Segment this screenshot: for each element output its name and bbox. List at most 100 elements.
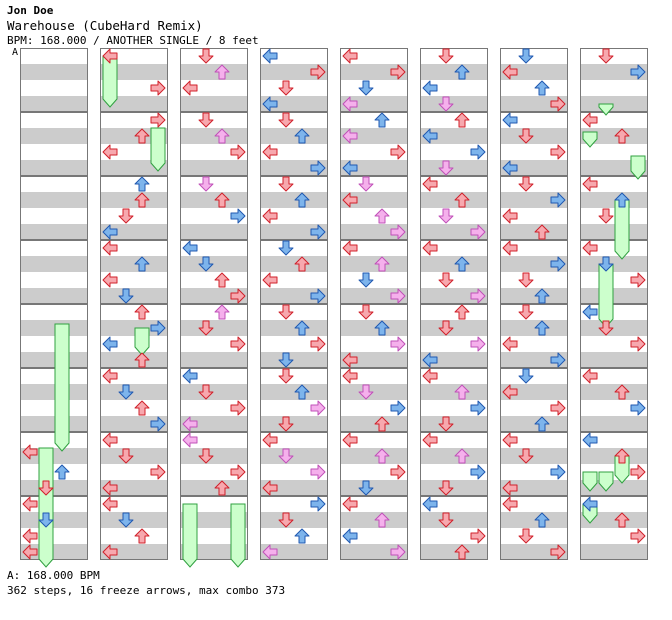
chart-column-4 <box>260 48 328 560</box>
step-arrow-right <box>150 80 166 96</box>
step-arrow-left <box>182 80 198 96</box>
measure-box <box>260 48 328 112</box>
step-arrow-up <box>614 384 630 400</box>
step-arrow-left <box>502 496 518 512</box>
step-arrow-up <box>134 528 150 544</box>
measure-box <box>420 432 488 496</box>
measure-box <box>580 432 648 496</box>
step-arrow-left <box>262 432 278 448</box>
step-arrow-down <box>278 240 294 256</box>
step-arrow-left <box>342 160 358 176</box>
step-arrow-down <box>518 176 534 192</box>
measure-box <box>180 240 248 304</box>
step-arrow-down <box>38 480 54 496</box>
step-arrow-right <box>550 352 566 368</box>
step-arrow-up <box>614 448 630 464</box>
step-arrow-right <box>630 400 646 416</box>
chart-column-1 <box>20 48 88 560</box>
step-arrow-down <box>118 448 134 464</box>
measure-box <box>420 240 488 304</box>
step-arrow-up <box>134 304 150 320</box>
step-arrow-left <box>502 208 518 224</box>
step-arrow-right <box>390 64 406 80</box>
step-arrow-up <box>294 528 310 544</box>
step-statistics: 362 steps, 16 freeze arrows, max combo 3… <box>7 584 286 597</box>
step-arrow-left <box>102 224 118 240</box>
step-arrow-up <box>534 320 550 336</box>
step-arrow-down <box>598 48 614 64</box>
step-arrow-left <box>342 240 358 256</box>
step-arrow-left <box>502 432 518 448</box>
step-arrow-down <box>118 208 134 224</box>
measure-box <box>20 304 88 368</box>
chart-column-5 <box>340 48 408 560</box>
freeze-arrow <box>150 127 166 172</box>
step-arrow-right <box>390 336 406 352</box>
step-arrow-down <box>198 256 214 272</box>
step-arrow-up <box>534 288 550 304</box>
measure-box <box>500 496 568 560</box>
step-arrow-left <box>262 544 278 560</box>
measure-box <box>580 48 648 112</box>
step-arrow-down <box>278 352 294 368</box>
measure-box <box>180 176 248 240</box>
measure-box <box>500 240 568 304</box>
step-arrow-down <box>438 512 454 528</box>
step-arrow-down <box>278 80 294 96</box>
chart-column-7 <box>500 48 568 560</box>
measure-box <box>100 304 168 368</box>
step-arrow-right <box>310 64 326 80</box>
measure-box <box>20 176 88 240</box>
step-arrow-down <box>518 48 534 64</box>
step-arrow-left <box>262 144 278 160</box>
step-arrow-down <box>198 384 214 400</box>
step-arrow-down <box>278 368 294 384</box>
chart-column-3 <box>180 48 248 560</box>
measure-box <box>340 304 408 368</box>
step-arrow-right <box>390 400 406 416</box>
step-arrow-up <box>294 320 310 336</box>
step-arrow-down <box>598 208 614 224</box>
step-arrow-right <box>310 160 326 176</box>
step-arrow-right <box>470 144 486 160</box>
measure-box <box>340 432 408 496</box>
step-arrow-down <box>518 528 534 544</box>
freeze-arrow <box>598 103 614 116</box>
step-arrow-right <box>550 400 566 416</box>
step-arrow-left <box>502 64 518 80</box>
measure-box <box>100 368 168 432</box>
freeze-arrow <box>614 199 630 260</box>
step-arrow-left <box>342 496 358 512</box>
step-arrow-up <box>214 192 230 208</box>
measure-box <box>260 112 328 176</box>
step-arrow-right <box>550 192 566 208</box>
step-arrow-right <box>230 464 246 480</box>
step-arrow-left <box>582 432 598 448</box>
step-arrow-left <box>22 444 38 460</box>
step-arrow-left <box>342 128 358 144</box>
step-arrow-up <box>454 256 470 272</box>
step-arrow-up <box>134 192 150 208</box>
bpm-summary: A: 168.000 BPM <box>7 569 100 582</box>
measure-box <box>340 48 408 112</box>
step-arrow-left <box>342 432 358 448</box>
step-arrow-left <box>582 112 598 128</box>
measure-box <box>420 176 488 240</box>
freeze-arrow <box>630 155 646 180</box>
step-arrow-down <box>198 48 214 64</box>
player-name: Jon Doe <box>7 4 54 17</box>
freeze-arrow <box>134 327 150 356</box>
measure-box <box>580 176 648 240</box>
step-arrow-up <box>374 512 390 528</box>
measure-box <box>20 112 88 176</box>
step-arrow-right <box>150 320 166 336</box>
measure-box <box>20 48 88 112</box>
step-arrow-down <box>118 384 134 400</box>
step-arrow-right <box>230 208 246 224</box>
step-arrow-left <box>262 272 278 288</box>
step-arrow-left <box>422 176 438 192</box>
measure-box <box>500 368 568 432</box>
step-arrow-left <box>342 352 358 368</box>
step-arrow-down <box>518 448 534 464</box>
step-arrow-up <box>134 128 150 144</box>
